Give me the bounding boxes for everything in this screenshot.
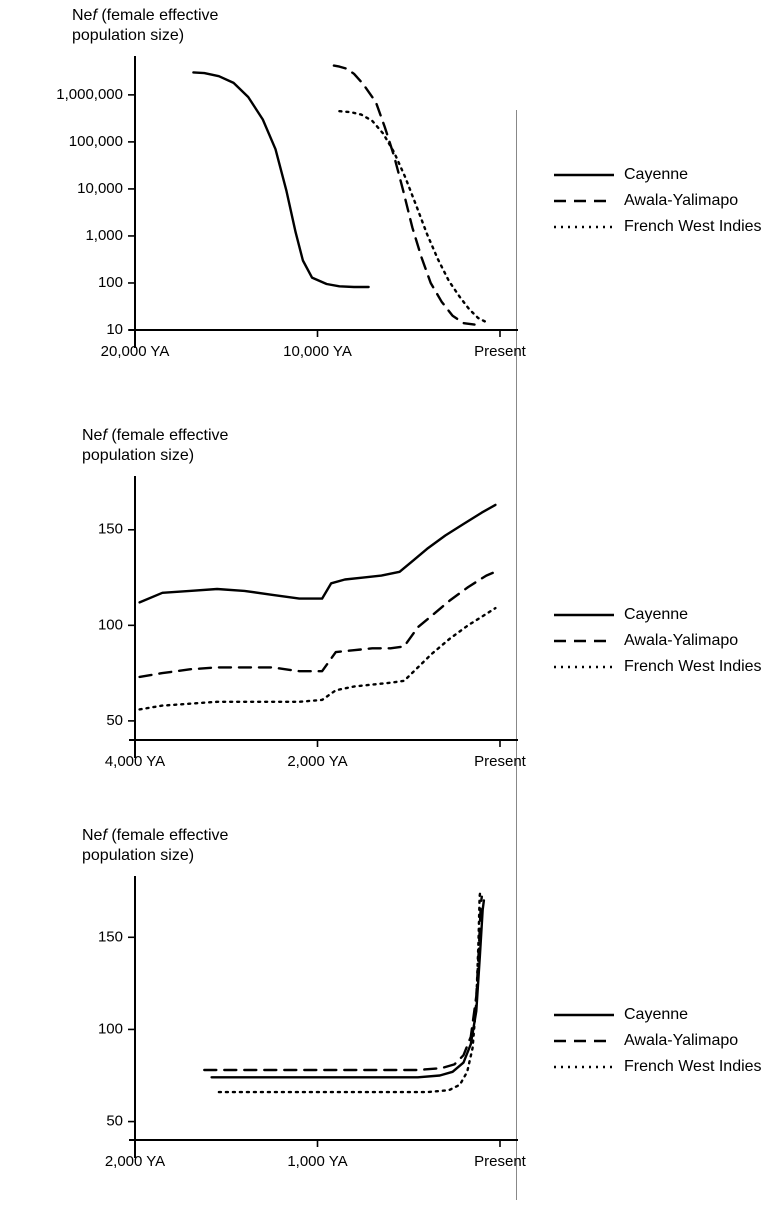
svg-text:50: 50	[106, 1113, 123, 1130]
svg-text:Present: Present	[474, 753, 527, 770]
series-awala	[334, 66, 475, 325]
legend-b: Cayenne Awala-Yalimapo French West Indies	[554, 602, 762, 680]
svg-text:1,000 YA: 1,000 YA	[287, 1153, 347, 1170]
series-cayenne	[193, 72, 368, 287]
legend-item-fwi: French West Indies	[554, 1054, 762, 1080]
svg-text:1,000: 1,000	[85, 227, 123, 244]
svg-text:100,000: 100,000	[69, 133, 123, 150]
chart-b: 50 100 150 4,000 YA 2,000 YA Present	[0, 420, 540, 820]
chart-c: 50 100 150 2,000 YA 1,000 YA Present	[0, 820, 540, 1220]
svg-text:1,000,000: 1,000,000	[56, 86, 123, 103]
svg-text:150: 150	[98, 928, 123, 945]
legend-a: Cayenne Awala-Yalimapo French West Indies	[554, 162, 762, 240]
panel-a: Nef (female effective population size) 1…	[0, 0, 784, 405]
svg-text:100: 100	[98, 274, 123, 291]
legend-label-cayenne: Cayenne	[614, 166, 688, 184]
series-awala	[204, 897, 482, 1070]
legend-label-fwi: French West Indies	[614, 658, 762, 676]
svg-text:2,000 YA: 2,000 YA	[105, 1153, 165, 1170]
legend-swatch-awala	[554, 631, 614, 651]
legend-label-cayenne: Cayenne	[614, 1006, 688, 1024]
svg-text:20,000 YA: 20,000 YA	[101, 343, 170, 360]
svg-text:100: 100	[98, 616, 123, 633]
legend-item-cayenne: Cayenne	[554, 602, 762, 628]
legend-item-awala: Awala-Yalimapo	[554, 188, 762, 214]
series-cayenne	[212, 900, 484, 1077]
legend-swatch-cayenne	[554, 165, 614, 185]
svg-text:2,000 YA: 2,000 YA	[287, 753, 347, 770]
svg-text:100: 100	[98, 1020, 123, 1037]
svg-text:Present: Present	[474, 1153, 527, 1170]
series-cayenne	[140, 505, 496, 603]
panel-b: Nef (female effective population size) 5…	[0, 420, 784, 820]
series-fwi	[140, 608, 496, 709]
legend-label-awala: Awala-Yalimapo	[614, 192, 738, 210]
legend-item-awala: Awala-Yalimapo	[554, 628, 762, 654]
legend-c: Cayenne Awala-Yalimapo French West Indies	[554, 1002, 762, 1080]
legend-item-awala: Awala-Yalimapo	[554, 1028, 762, 1054]
legend-item-cayenne: Cayenne	[554, 162, 762, 188]
panel-c: Nef (female effective population size) 5…	[0, 820, 784, 1220]
legend-swatch-fwi	[554, 217, 614, 237]
legend-label-fwi: French West Indies	[614, 1058, 762, 1076]
series-awala	[140, 572, 496, 677]
legend-swatch-fwi	[554, 657, 614, 677]
svg-text:10,000 YA: 10,000 YA	[283, 343, 352, 360]
svg-text:Present: Present	[474, 343, 527, 360]
svg-text:10,000: 10,000	[77, 180, 123, 197]
legend-item-fwi: French West Indies	[554, 214, 762, 240]
legend-item-fwi: French West Indies	[554, 654, 762, 680]
svg-text:150: 150	[98, 521, 123, 538]
legend-swatch-cayenne	[554, 605, 614, 625]
chart-a: 10 100 1,000 10,000 100,000 1,000,000 20,000 Y…	[0, 0, 540, 405]
legend-swatch-fwi	[554, 1057, 614, 1077]
legend-label-awala: Awala-Yalimapo	[614, 632, 738, 650]
series-fwi	[219, 891, 480, 1092]
svg-text:50: 50	[106, 712, 123, 729]
svg-text:10: 10	[106, 321, 123, 338]
svg-text:4,000 YA: 4,000 YA	[105, 753, 165, 770]
series-fwi	[339, 111, 485, 322]
legend-item-cayenne: Cayenne	[554, 1002, 762, 1028]
legend-swatch-awala	[554, 1031, 614, 1051]
legend-label-cayenne: Cayenne	[614, 606, 688, 624]
legend-label-awala: Awala-Yalimapo	[614, 1032, 738, 1050]
legend-swatch-cayenne	[554, 1005, 614, 1025]
legend-label-fwi: French West Indies	[614, 218, 762, 236]
legend-swatch-awala	[554, 191, 614, 211]
